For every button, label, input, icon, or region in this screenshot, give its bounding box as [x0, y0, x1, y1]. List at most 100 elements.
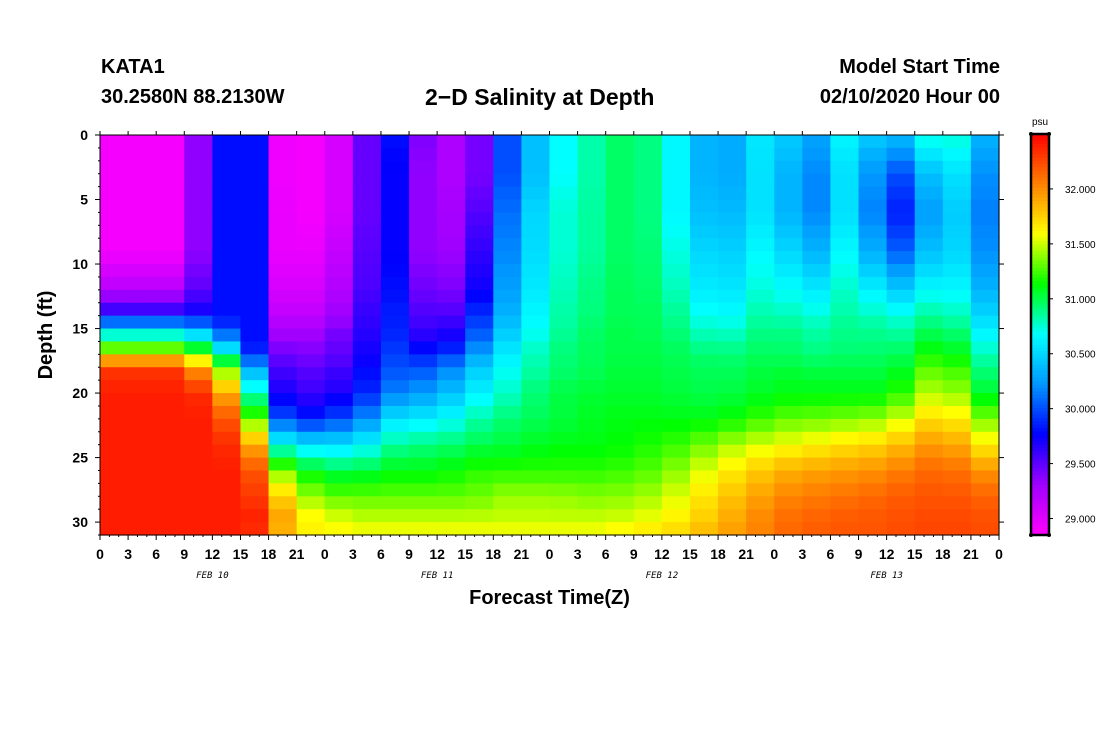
heatmap-cell: [802, 147, 832, 162]
heatmap-cell: [521, 212, 551, 226]
colorbar-segment: [1031, 277, 1049, 282]
heatmap-cell: [493, 302, 523, 317]
colorbar-segment: [1031, 304, 1049, 309]
heatmap-cell: [633, 328, 663, 343]
heatmap-cell: [212, 354, 242, 368]
heatmap-cell: [774, 483, 803, 497]
heatmap-cell: [296, 199, 326, 214]
heatmap-cell: [521, 431, 551, 446]
heatmap-cell: [268, 225, 298, 239]
heatmap-cell: [970, 444, 1000, 459]
heatmap-cell: [156, 354, 185, 368]
heatmap-cell: [493, 186, 523, 201]
heatmap-cell: [409, 380, 438, 394]
heatmap-cell: [409, 470, 438, 484]
heatmap-cell: [746, 405, 775, 420]
heatmap-cell: [493, 509, 523, 523]
heatmap-cell: [633, 264, 663, 278]
heatmap-cell: [156, 509, 185, 523]
heatmap-cell: [718, 457, 747, 472]
heatmap-cell: [746, 147, 775, 162]
heatmap-cell: [718, 251, 747, 265]
heatmap-cell: [942, 251, 972, 265]
heatmap-cell: [128, 186, 157, 201]
heatmap-cell: [240, 380, 270, 394]
heatmap-cell: [212, 186, 242, 201]
colorbar-segment: [1031, 361, 1049, 366]
heatmap-cell: [605, 264, 635, 278]
heatmap-cell: [661, 444, 691, 459]
heatmap-cell: [718, 393, 747, 407]
heatmap-cell: [746, 199, 775, 214]
heatmap-cell: [240, 199, 270, 214]
heatmap-cell: [128, 173, 157, 188]
heatmap-cell: [212, 431, 242, 446]
heatmap-cell: [942, 470, 972, 484]
heatmap-cell: [268, 483, 298, 497]
heatmap-cell: [549, 367, 579, 381]
heatmap-cell: [746, 522, 775, 536]
heatmap-cell: [577, 496, 607, 510]
heatmap-cell: [914, 276, 944, 291]
heatmap-cell: [746, 315, 775, 330]
heatmap-cell: [970, 289, 1000, 304]
heatmap-cell: [212, 225, 242, 239]
heatmap-cell: [633, 302, 663, 317]
heatmap-cell: [380, 509, 410, 523]
colorbar-segment: [1031, 170, 1049, 175]
colorbar-segment: [1031, 247, 1049, 252]
heatmap-cell: [970, 225, 1000, 239]
colorbar-segment: [1031, 441, 1049, 446]
heatmap-cell: [352, 173, 382, 188]
heatmap-cell: [830, 496, 860, 510]
heatmap-cell: [802, 509, 832, 523]
heatmap-cell: [689, 276, 719, 291]
heatmap-cell: [128, 135, 157, 149]
heatmap-cell: [240, 457, 270, 472]
heatmap-cell: [521, 328, 551, 343]
x-tick-label: 12: [205, 546, 221, 562]
heatmap-cell: [521, 186, 551, 201]
heatmap-cell: [830, 238, 860, 252]
heatmap-cell: [858, 302, 888, 317]
heatmap-cell: [661, 509, 691, 523]
colorbar-segment: [1031, 197, 1049, 202]
heatmap-cell: [774, 418, 803, 433]
heatmap-cell: [549, 276, 579, 291]
colorbar-segment: [1031, 391, 1049, 396]
heatmap-cell: [240, 405, 270, 420]
y-tick-label: 25: [72, 450, 88, 466]
heatmap-cell: [661, 470, 691, 484]
heatmap-cell: [212, 367, 242, 381]
heatmap-cell: [830, 354, 860, 368]
heatmap-cell: [465, 496, 494, 510]
heatmap-cell: [970, 418, 1000, 433]
heatmap-cell: [465, 354, 494, 368]
colorbar-segment: [1031, 461, 1049, 466]
heatmap-cell: [380, 380, 410, 394]
colorbar-segment: [1031, 284, 1049, 289]
colorbar-segment: [1031, 260, 1049, 265]
heatmap-cell: [718, 431, 747, 446]
heatmap-cell: [830, 225, 860, 239]
heatmap-cell: [942, 276, 972, 291]
heatmap-cell: [156, 289, 185, 304]
y-tick-label: 30: [72, 514, 88, 530]
heatmap-cell: [605, 405, 635, 420]
heatmap-cell: [549, 405, 579, 420]
colorbar-corner: [1047, 533, 1051, 537]
heatmap-cell: [549, 354, 579, 368]
heatmap-cell: [858, 496, 888, 510]
heatmap-cell: [296, 315, 326, 330]
heatmap-cell: [240, 173, 270, 188]
heatmap-cell: [718, 341, 747, 355]
x-tick-label: 9: [855, 546, 863, 562]
heatmap-cell: [661, 302, 691, 317]
heatmap-cell: [212, 238, 242, 252]
colorbar-segment: [1031, 254, 1049, 259]
heatmap-cell: [296, 238, 326, 252]
colorbar-segment: [1031, 494, 1049, 499]
heatmap-cell: [128, 264, 157, 278]
heatmap-cell: [746, 212, 775, 226]
heatmap-cell: [324, 367, 354, 381]
